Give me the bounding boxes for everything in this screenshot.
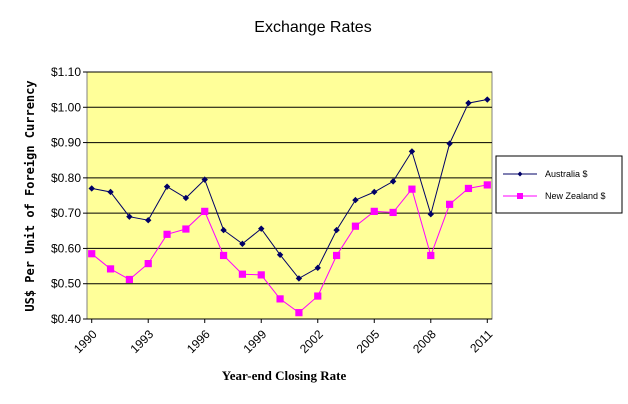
data-point-new-zealand xyxy=(144,260,152,268)
legend-label: Australia $ xyxy=(545,169,588,179)
x-tick-label: 1996 xyxy=(184,327,213,356)
data-point-australia xyxy=(201,176,208,183)
y-axis-ticks: $0.40 $0.50 $0.60 $0.70 $0.80 $0.90 $1.00 $1.10 xyxy=(51,65,87,326)
data-point-new-zealand xyxy=(464,184,473,193)
data-point-australia xyxy=(163,183,171,190)
y-tick-label: $1.00 xyxy=(51,100,81,114)
data-point-new-zealand xyxy=(295,309,303,317)
data-point-new-zealand xyxy=(182,225,190,233)
x-axis-ticks: 1990 1993 1996 1999 2002 2005 2008 2011 xyxy=(71,319,496,356)
data-point-new-zealand xyxy=(483,181,491,189)
data-point-australia xyxy=(352,196,359,204)
chart-title: Exchange Rates xyxy=(254,19,371,36)
y-tick-label: $0.60 xyxy=(51,241,81,255)
series-line-0 xyxy=(91,99,488,280)
legend-marker-square xyxy=(517,193,523,199)
data-point-new-zealand xyxy=(257,271,265,279)
data-point-australia xyxy=(145,217,152,224)
data-point-new-zealand xyxy=(201,207,209,215)
y-tick-label: $0.80 xyxy=(51,171,81,185)
data-point-new-zealand xyxy=(106,265,115,273)
legend-box xyxy=(495,155,623,214)
data-point-new-zealand xyxy=(408,185,416,193)
data-point-australia xyxy=(126,213,133,220)
y-tick-label: $0.50 xyxy=(51,277,81,291)
data-point-australia xyxy=(446,140,453,147)
legend: Australia $ New Zealand $ xyxy=(495,155,623,214)
x-axis-label: Year-end Closing Rate xyxy=(222,368,347,383)
x-tick-label: 1999 xyxy=(241,327,270,356)
x-tick-label: 2008 xyxy=(410,327,439,356)
x-tick-label: 2005 xyxy=(354,327,383,356)
data-point-australia xyxy=(484,96,491,103)
y-tick-label: $0.90 xyxy=(51,136,81,150)
plot-area xyxy=(86,71,493,320)
data-point-new-zealand xyxy=(370,207,378,215)
data-point-new-zealand xyxy=(314,292,322,300)
legend-label: New Zealand $ xyxy=(545,191,606,201)
x-tick-label: 2011 xyxy=(467,327,495,355)
x-tick-label: 2002 xyxy=(297,327,326,356)
data-point-australia xyxy=(333,226,340,234)
data-point-new-zealand xyxy=(125,275,133,284)
data-point-australia xyxy=(427,211,434,218)
x-tick-label: 1993 xyxy=(128,327,157,356)
data-point-australia xyxy=(465,99,472,107)
y-tick-label: $0.40 xyxy=(51,312,81,326)
data-point-australia xyxy=(276,251,284,258)
series-line-1 xyxy=(91,184,488,314)
data-point-australia xyxy=(371,188,378,196)
data-point-australia xyxy=(220,226,227,234)
series-lines xyxy=(91,99,488,314)
data-point-new-zealand xyxy=(351,222,360,230)
data-point-australia xyxy=(107,188,114,196)
gridlines xyxy=(87,71,492,320)
data-point-australia xyxy=(314,264,321,272)
legend-marker-diamond xyxy=(517,171,523,177)
y-tick-label: $0.70 xyxy=(51,206,81,220)
data-point-new-zealand xyxy=(446,200,454,208)
data-point-new-zealand xyxy=(163,230,171,238)
data-point-australia xyxy=(295,275,303,282)
y-axis-label: US$ Per Unit of Foreign Currency xyxy=(23,80,37,311)
data-point-new-zealand xyxy=(427,251,435,260)
data-point-australia xyxy=(239,240,246,248)
data-point-new-zealand xyxy=(389,208,397,217)
data-point-australia xyxy=(408,148,416,155)
data-point-australia xyxy=(258,225,265,232)
data-point-new-zealand xyxy=(332,251,341,260)
data-point-new-zealand xyxy=(219,251,228,260)
data-point-new-zealand xyxy=(276,295,284,303)
y-tick-label: $1.10 xyxy=(51,65,81,79)
series-markers xyxy=(88,96,491,317)
data-point-new-zealand xyxy=(238,270,247,278)
data-point-australia xyxy=(389,178,397,185)
data-point-new-zealand xyxy=(88,250,96,258)
data-point-australia xyxy=(88,185,95,192)
x-tick-label: 1990 xyxy=(71,327,100,356)
data-point-australia xyxy=(182,194,190,202)
